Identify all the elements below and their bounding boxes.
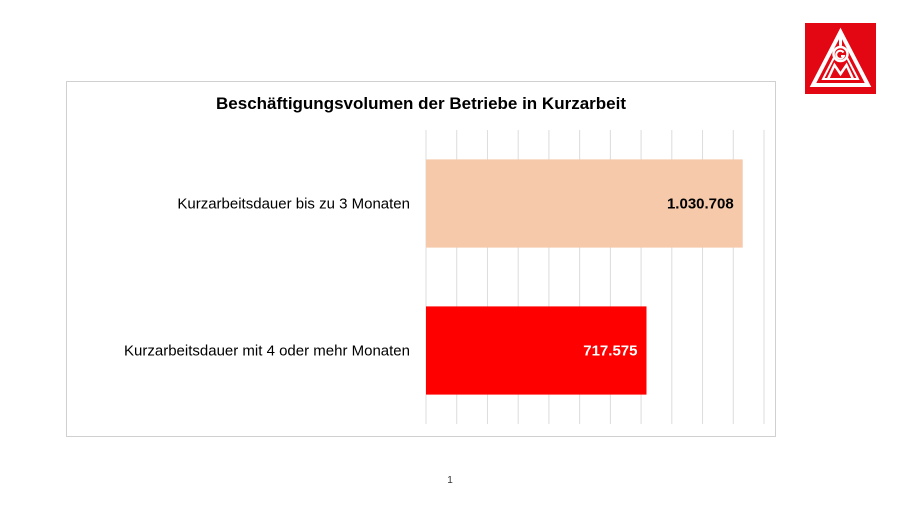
data-label-1: 1.030.708 bbox=[667, 196, 734, 213]
page-number: 1 bbox=[447, 475, 453, 486]
igm-logo-icon bbox=[805, 23, 876, 94]
chart-frame: Beschäftigungsvolumen der Betriebe in Ku… bbox=[66, 81, 776, 437]
chart-title: Beschäftigungsvolumen der Betriebe in Ku… bbox=[216, 94, 626, 113]
bar-2 bbox=[426, 306, 647, 395]
bar-chart: Kurzarbeitsdauer bis zu 3 Monaten 1.030.7… bbox=[124, 130, 765, 424]
category-label-1: Kurzarbeitsdauer bis zu 3 Monaten bbox=[177, 196, 410, 213]
bar-1 bbox=[426, 159, 743, 248]
category-label-2: Kurzarbeitsdauer mit 4 oder mehr Monaten bbox=[124, 343, 410, 360]
data-label-2: 717.575 bbox=[583, 343, 637, 360]
